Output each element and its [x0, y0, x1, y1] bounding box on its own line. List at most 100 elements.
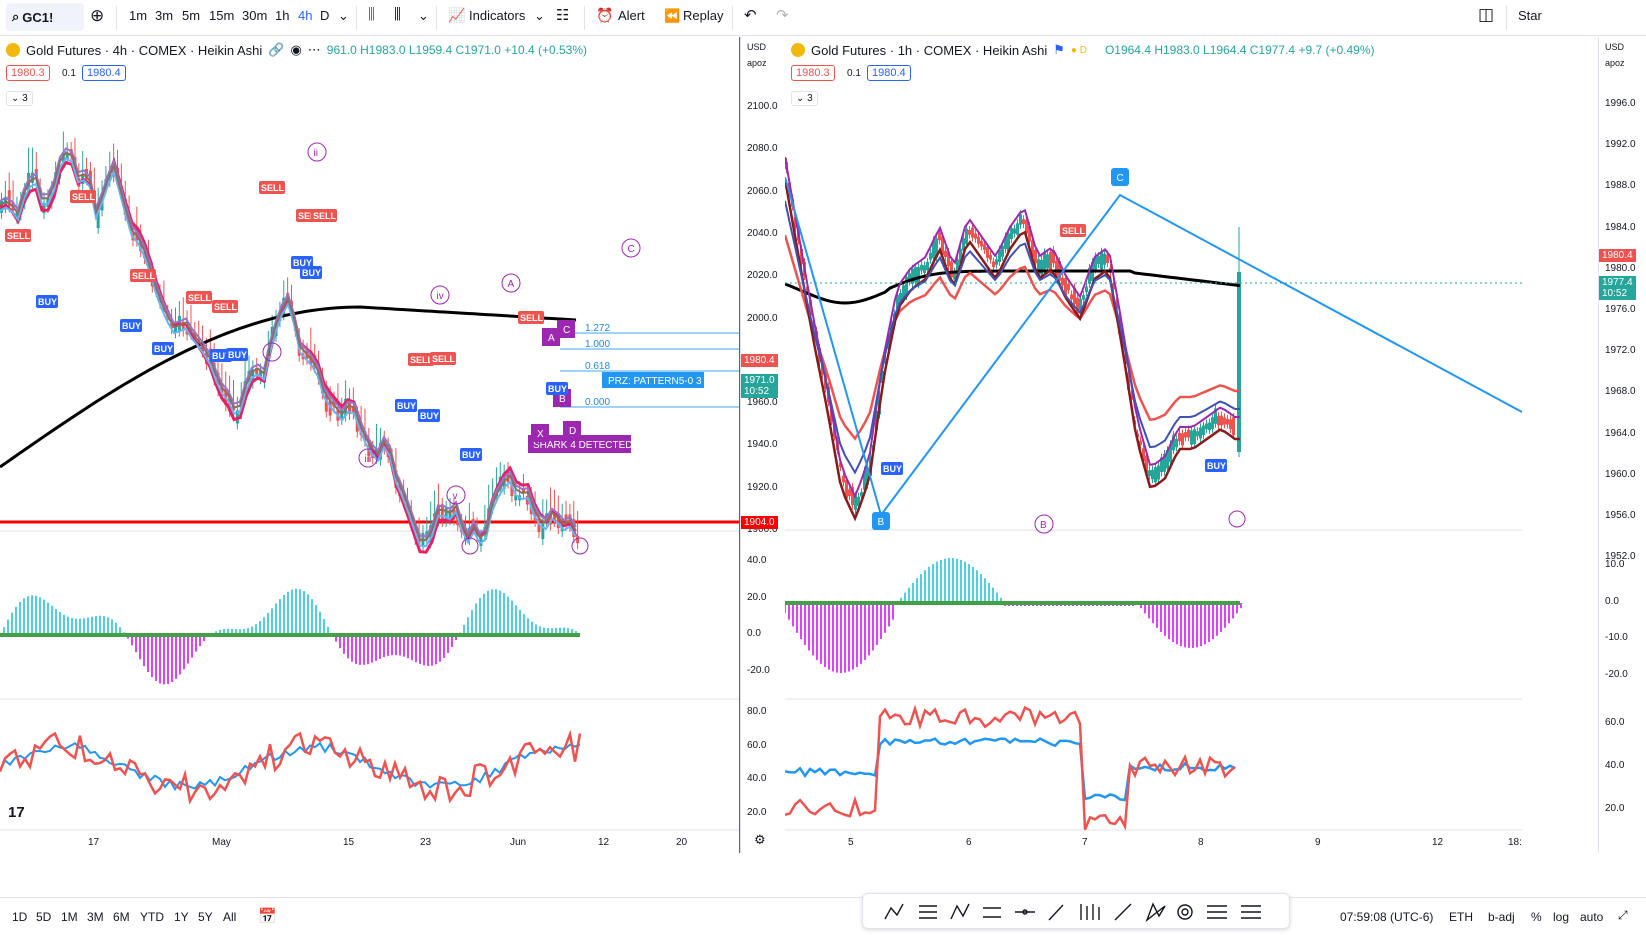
calendar-icon[interactable]: 📅 [258, 908, 277, 925]
osc-tick: 40.0 [747, 555, 767, 566]
percent-toggle[interactable]: % [1531, 910, 1542, 924]
osc-signal-line [785, 737, 1236, 802]
x-axis-label: 12 [598, 837, 610, 848]
alert-icon[interactable]: ⏰ [596, 7, 614, 23]
candle-body [1073, 287, 1076, 304]
interval-1m[interactable]: 1m [129, 8, 148, 23]
price-tick: 2060.0 [747, 185, 778, 197]
badj-toggle[interactable]: b-adj [1488, 910, 1515, 924]
x-axis-label: 5 [848, 837, 854, 848]
fullscreen-icon[interactable]: ⤢ [1618, 908, 1628, 922]
candle-body [1223, 417, 1226, 425]
harmonic-point-label: D [569, 426, 576, 437]
price-tick: 1968.0 [1605, 386, 1636, 398]
candle-body [1016, 223, 1019, 235]
range-1m[interactable]: 1M [61, 910, 78, 924]
eye-icon[interactable]: ◉ [290, 42, 302, 57]
collapse-count: 3 [22, 93, 28, 104]
replay-icon[interactable]: ⏪ [664, 8, 681, 23]
range-3m[interactable]: 3M [87, 910, 104, 924]
settings-icon[interactable]: ⚙ [754, 832, 766, 847]
buy-signal [152, 342, 174, 355]
right-timer: 10:52 [1602, 288, 1628, 299]
left-chart-canvas[interactable]: 1.272 1.000 0.618 0.000 PRZ: PATTERN5-0 3 SHA… [0, 37, 740, 853]
interval-5m[interactable]: 5m [182, 8, 201, 23]
interval-15m[interactable]: 15m [209, 8, 235, 23]
interval-3m[interactable]: 3m [155, 8, 174, 23]
interval-30m[interactable]: 30m [242, 8, 268, 23]
indicators-icon[interactable]: 📈 [448, 7, 466, 23]
candle-body [977, 236, 980, 244]
sell-signal-label: SELL [1062, 226, 1086, 236]
currency-label[interactable]: USD [747, 42, 767, 52]
candle-body [193, 331, 197, 337]
log-toggle[interactable]: log [1553, 910, 1570, 924]
fib-label: 0.000 [585, 397, 610, 408]
candle-body [851, 487, 854, 506]
interval-1h[interactable]: 1h [275, 8, 290, 23]
buy-price-box[interactable]: 1980.4 [867, 65, 911, 81]
price-tick: 1992.0 [1605, 139, 1636, 151]
range-5y[interactable]: 5Y [198, 910, 213, 924]
buy-price-box[interactable]: 1980.4 [82, 65, 126, 81]
symbol-search[interactable]: ⌕ GC1! [6, 3, 84, 31]
layout-split-icon[interactable]: ◫ [1478, 5, 1495, 24]
time-display[interactable]: 07:59:08 (UTC-6) [1340, 910, 1434, 924]
bars-icon[interactable]: ⫼ [394, 6, 401, 23]
right-chart-canvas[interactable]: C B B SELL BUY BUY 5 6 7 8 9 12 18: [785, 37, 1522, 853]
fib-label: 1.000 [585, 339, 610, 350]
sell-price-box[interactable]: 1980.3 [791, 65, 835, 81]
harmonic-point-label: X [537, 429, 544, 440]
wave-label: ii [314, 148, 318, 159]
candle-body [351, 407, 355, 414]
currency-label[interactable]: USD [1605, 42, 1625, 52]
alert-button[interactable]: Alert [618, 8, 645, 23]
undo-icon[interactable]: ↶ [744, 7, 757, 24]
add-symbol-icon[interactable]: ⊕ [90, 6, 105, 25]
redo-icon[interactable]: ↷ [776, 7, 789, 24]
more-icon[interactable]: ⋯ [307, 42, 321, 57]
candle-body [1100, 251, 1103, 270]
candle-body [953, 271, 956, 280]
range-ytd[interactable]: YTD [140, 910, 164, 924]
interval-d[interactable]: D [320, 8, 330, 23]
collapse-indicators[interactable]: ⌄ 3 [6, 91, 33, 106]
buy-signal [120, 319, 142, 332]
candles-icon[interactable]: ⫼ [368, 6, 375, 23]
sell-signal [186, 291, 212, 304]
range-6m[interactable]: 6M [113, 910, 130, 924]
right-price-axis[interactable]: USD apoz 1996.0 1992.0 1988.0 1984.0 1980.0 1… [1598, 37, 1646, 853]
interval-4h[interactable]: 4h [298, 8, 313, 23]
buy-signal [460, 448, 482, 461]
left-price-axis[interactable]: USD apoz 2100.0 2080.0 2060.0 2040.0 2020.0 2… [740, 37, 784, 853]
range-1y[interactable]: 1Y [174, 910, 189, 924]
scale-mode-label[interactable]: apoz [747, 58, 767, 68]
candle-body [1079, 298, 1082, 311]
star-button[interactable]: Star [1518, 8, 1542, 23]
replay-button[interactable]: Replay [683, 8, 724, 23]
chevron-down-icon[interactable]: ⌄ [338, 8, 349, 23]
link-icon[interactable]: 🔗 [268, 42, 285, 57]
candle-body [896, 294, 899, 309]
session-toggle[interactable]: ETH [1449, 910, 1473, 924]
candle-body [1049, 251, 1052, 271]
indicators-button[interactable]: Indicators [469, 8, 526, 23]
drawing-tools-icons [884, 902, 1261, 923]
right-chart-pane[interactable]: C B B SELL BUY BUY 5 6 7 8 9 12 18: Gold Futures · 1… [785, 37, 1522, 853]
range-5d[interactable]: 5D [36, 910, 52, 924]
chevron-down-icon[interactable]: ⌄ [534, 8, 545, 23]
auto-toggle[interactable]: auto [1580, 910, 1604, 924]
collapse-indicators[interactable]: ⌄ 3 [791, 91, 818, 106]
buy-signal-label: BUY [302, 268, 321, 278]
candle-body [1184, 432, 1187, 438]
sell-price-box[interactable]: 1980.3 [6, 65, 50, 81]
candle-body [980, 240, 983, 247]
chevron-down-icon[interactable]: ⌄ [418, 8, 429, 23]
candle-body [845, 480, 848, 499]
range-1d[interactable]: 1D [12, 910, 28, 924]
flag-icon[interactable]: ⚑ [1053, 42, 1065, 57]
left-chart-pane[interactable]: 1.272 1.000 0.618 0.000 PRZ: PATTERN5-0 3 SHA… [0, 37, 740, 853]
range-all[interactable]: All [223, 910, 237, 924]
layout-icon[interactable]: ☷ [556, 7, 570, 24]
scale-mode-label[interactable]: apoz [1605, 58, 1625, 68]
